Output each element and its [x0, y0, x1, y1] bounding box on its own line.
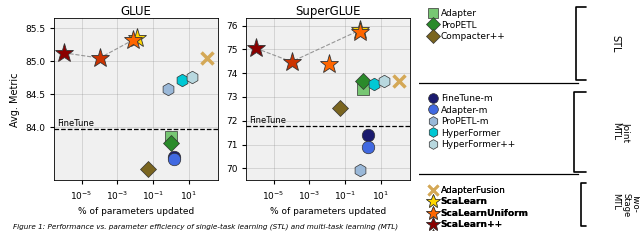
X-axis label: % of parameters updated: % of parameters updated — [270, 207, 386, 216]
Text: FineTune: FineTune — [248, 116, 285, 125]
Y-axis label: Avg. Metric: Avg. Metric — [10, 72, 20, 127]
Text: STL: STL — [611, 35, 621, 52]
Title: SuperGLUE: SuperGLUE — [295, 6, 361, 18]
Text: Figure 1: Performance vs. parameter efficiency of single-task learning (STL) and: Figure 1: Performance vs. parameter effi… — [13, 224, 398, 230]
Title: GLUE: GLUE — [120, 6, 152, 18]
Text: Joint
MTL: Joint MTL — [611, 122, 630, 142]
Legend: AdapterFusion, ScaLearn, ScaLearnUniform, ScaLearn++, ScaLearnUniform++: AdapterFusion, ScaLearn, ScaLearnUniform… — [428, 186, 544, 231]
Text: Two-
Stage
MTL: Two- Stage MTL — [611, 193, 640, 217]
X-axis label: % of parameters updated: % of parameters updated — [78, 207, 194, 216]
Text: FineTune: FineTune — [56, 119, 93, 128]
